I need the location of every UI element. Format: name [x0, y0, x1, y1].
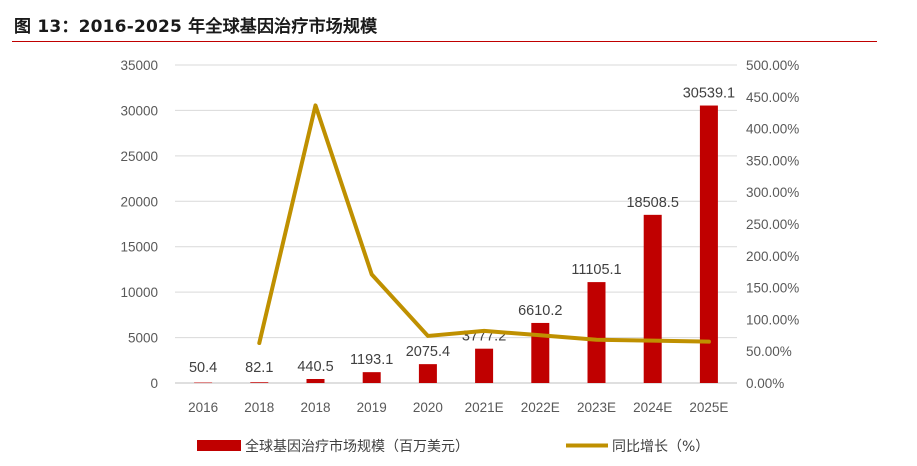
bar	[306, 378, 325, 383]
bar	[194, 382, 213, 384]
x-axis-tick-label: 2018	[300, 400, 330, 415]
x-axis-tick-label: 2020	[413, 400, 443, 415]
bar-data-label: 30539.1	[683, 86, 735, 102]
left-axis-tick-label: 20000	[120, 194, 158, 209]
bar	[643, 214, 662, 383]
legend-line-label: 同比增长（%）	[612, 439, 709, 455]
x-axis-tick-label: 2025E	[689, 400, 728, 415]
left-axis-tick-label: 25000	[120, 149, 158, 164]
bar-data-label: 1193.1	[350, 352, 393, 368]
left-axis-tick-label: 15000	[120, 240, 158, 255]
legend-bar-label: 全球基因治疗市场规模（百万美元）	[245, 438, 469, 455]
bar	[418, 364, 437, 383]
x-axis-tick-label: 2023E	[577, 400, 616, 415]
bar	[699, 105, 718, 384]
right-axis-tick-label: 400.00%	[746, 122, 799, 137]
bar-data-label: 50.4	[189, 360, 217, 376]
left-axis-tick-label: 5000	[128, 331, 158, 346]
right-axis-tick-label: 300.00%	[746, 185, 799, 200]
title-divider	[12, 41, 877, 42]
x-axis-tick-label: 2016	[188, 400, 218, 415]
x-axis-tick-label: 2021E	[465, 400, 504, 415]
right-axis-tick-label: 50.00%	[746, 344, 792, 359]
figure-title: 图 13：2016-2025 年全球基因治疗市场规模	[14, 17, 378, 37]
right-axis-tick-label: 350.00%	[746, 153, 799, 168]
bar-data-label: 2075.4	[406, 344, 450, 360]
x-axis-tick-label: 2018	[244, 400, 274, 415]
bar	[250, 382, 269, 383]
bar	[475, 348, 494, 383]
bar-data-label: 82.1	[245, 360, 273, 376]
bar-data-label: 6610.2	[518, 303, 562, 319]
left-axis-tick-label: 0	[150, 376, 158, 391]
x-axis-tick-label: 2019	[357, 400, 387, 415]
x-axis-tick-label: 2022E	[521, 400, 560, 415]
legend-bar-swatch	[197, 440, 241, 451]
bar	[362, 372, 381, 383]
right-axis-tick-label: 500.00%	[746, 58, 799, 73]
left-axis-tick-label: 35000	[120, 58, 158, 73]
bar-data-label: 18508.5	[626, 195, 678, 211]
right-axis-tick-label: 250.00%	[746, 217, 799, 232]
bar	[531, 322, 550, 383]
x-axis-tick-label: 2024E	[633, 400, 672, 415]
right-axis-tick-label: 200.00%	[746, 249, 799, 264]
bar-data-label: 11105.1	[571, 262, 621, 278]
left-axis-tick-label: 30000	[120, 103, 158, 118]
right-axis-tick-label: 0.00%	[746, 376, 784, 391]
right-axis-tick-label: 100.00%	[746, 312, 799, 327]
left-axis-tick-label: 10000	[120, 285, 158, 300]
bar-data-label: 440.5	[297, 359, 333, 375]
bar	[587, 282, 606, 383]
right-axis-tick-label: 450.00%	[746, 90, 799, 105]
right-axis-tick-label: 150.00%	[746, 281, 799, 296]
growth-rate-line	[257, 103, 711, 345]
